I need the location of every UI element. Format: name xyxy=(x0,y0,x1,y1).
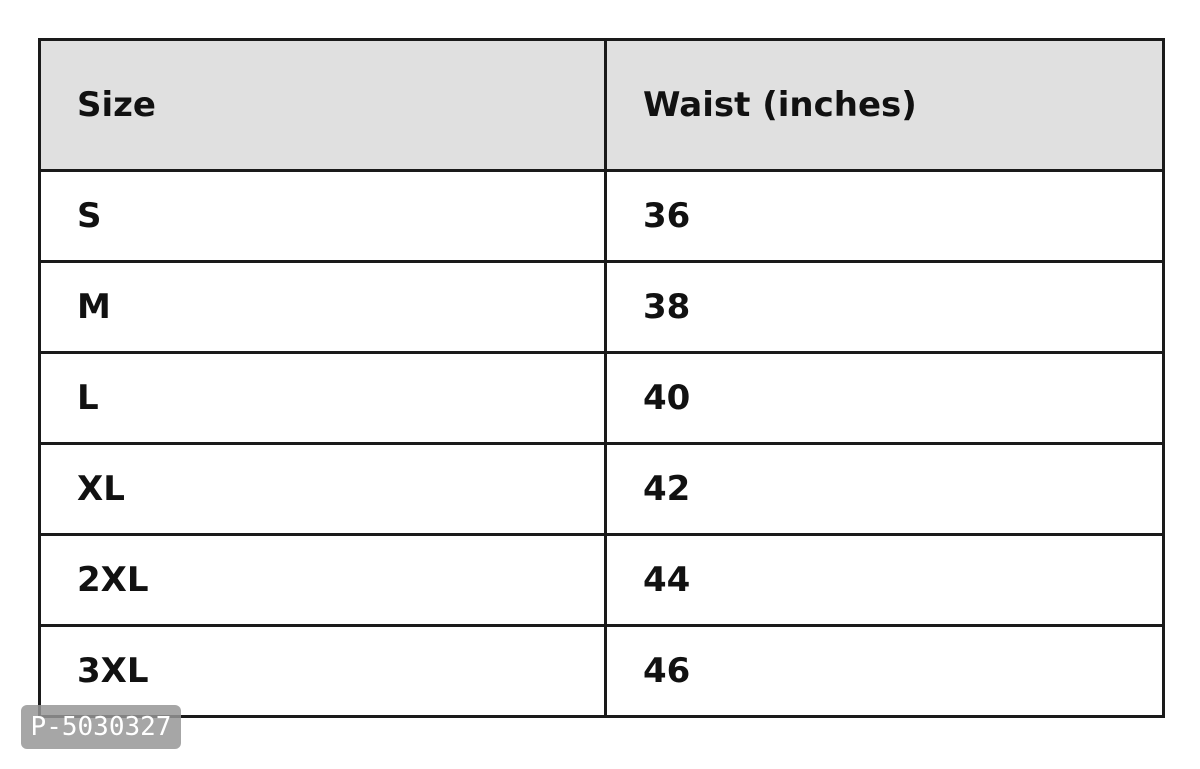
table-cell: 3XL xyxy=(38,624,607,718)
table-cell: M xyxy=(38,260,607,354)
table-cell: 36 xyxy=(604,169,1165,263)
size-table: Size Waist (inches) S 36 M 38 L 40 XL 42 2XL 44 3XL… xyxy=(38,38,1165,718)
table-row: XL 42 xyxy=(38,442,1165,536)
table-row: 3XL 46 xyxy=(38,624,1165,718)
table-head: Size Waist (inches) xyxy=(38,38,1165,172)
table-row: M 38 xyxy=(38,260,1165,354)
table-cell: 2XL xyxy=(38,533,607,627)
table-cell: XL xyxy=(38,442,607,536)
table-cell: 46 xyxy=(604,624,1165,718)
table-cell: 40 xyxy=(604,351,1165,445)
table-row: L 40 xyxy=(38,351,1165,445)
table-row: 2XL 44 xyxy=(38,533,1165,627)
table-cell: L xyxy=(38,351,607,445)
table-cell: 42 xyxy=(604,442,1165,536)
header-cell: Size xyxy=(38,38,607,172)
table-cell: 44 xyxy=(604,533,1165,627)
header-row: Size Waist (inches) xyxy=(38,38,1165,172)
table-row: S 36 xyxy=(38,169,1165,263)
table-cell: S xyxy=(38,169,607,263)
table-cell: 38 xyxy=(604,260,1165,354)
header-cell: Waist (inches) xyxy=(604,38,1165,172)
watermark: P-5030327 xyxy=(21,705,181,749)
table-body: S 36 M 38 L 40 XL 42 2XL 44 3XL 46 xyxy=(38,169,1165,718)
